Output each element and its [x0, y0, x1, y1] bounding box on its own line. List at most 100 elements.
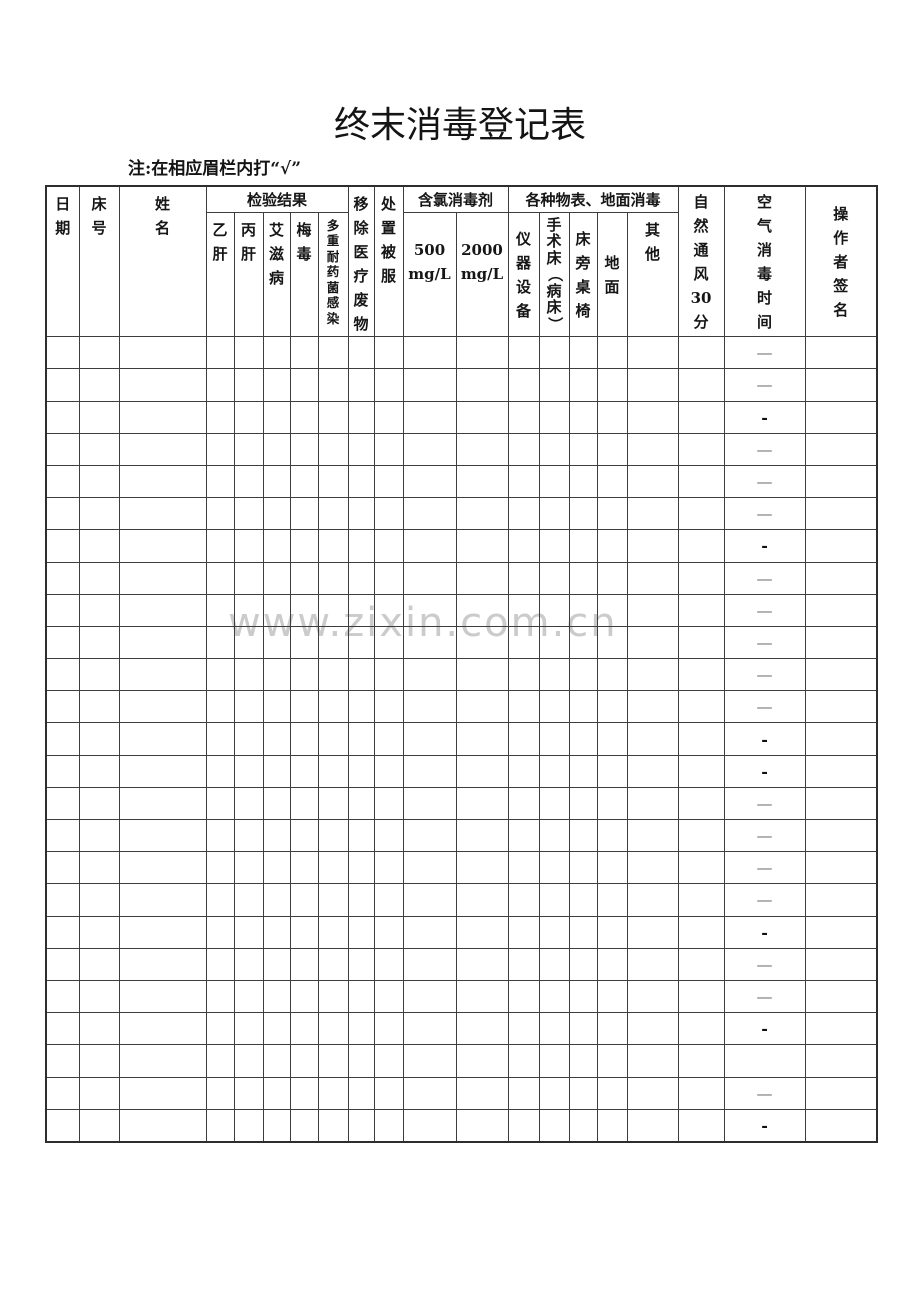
empty-cell	[596, 754, 628, 788]
empty-cell	[45, 625, 80, 660]
empty-cell	[402, 400, 457, 434]
header-row-groups: 日期 床号 姓名 检验结果 移除医疗废物 处置被服 含氯消毒剂 各种物表、地面消…	[45, 185, 878, 338]
table-row: -	[45, 722, 878, 756]
empty-cell	[78, 658, 120, 692]
empty-cell	[596, 786, 628, 821]
empty-cell	[78, 1044, 120, 1078]
col-header-bed-no: 床号	[78, 185, 120, 338]
empty-cell	[45, 690, 80, 724]
empty-cell	[677, 497, 725, 531]
empty-cell	[289, 1108, 319, 1143]
empty-cell	[538, 400, 570, 434]
empty-cell	[373, 883, 404, 917]
empty-cell	[45, 1108, 80, 1143]
empty-cell	[205, 561, 235, 595]
empty-cell	[347, 1044, 375, 1078]
empty-cell	[538, 497, 570, 531]
empty-cell	[402, 497, 457, 531]
empty-cell	[677, 625, 725, 660]
empty-cell	[205, 818, 235, 853]
empty-cell	[626, 979, 679, 1014]
empty-cell	[568, 915, 598, 949]
empty-cell	[262, 818, 291, 853]
col-header-2000-mg-l: 2000 mg/L	[455, 211, 509, 338]
empty-cell	[262, 786, 291, 821]
empty-cell	[538, 625, 570, 660]
empty-cell	[568, 786, 598, 821]
empty-cell	[78, 336, 120, 370]
empty-cell	[78, 786, 120, 821]
empty-cell	[455, 593, 509, 627]
air-time-cell: -	[723, 754, 806, 788]
empty-cell	[317, 851, 349, 885]
empty-cell	[538, 915, 570, 949]
empty-cell	[289, 979, 319, 1014]
air-time-cell: —	[723, 497, 806, 531]
empty-cell	[45, 786, 80, 821]
empty-cell	[373, 915, 404, 949]
empty-cell	[317, 754, 349, 788]
empty-cell	[402, 658, 457, 692]
empty-cell	[538, 1076, 570, 1110]
empty-cell	[677, 690, 725, 724]
empty-cell	[233, 625, 264, 660]
empty-cell	[118, 947, 207, 981]
table-row: —	[45, 593, 878, 627]
empty-cell	[118, 915, 207, 949]
empty-cell	[507, 786, 540, 821]
col-header-500-mg-l: 500 mg/L	[402, 211, 457, 338]
col-header-air-disinfection-time: 空气消毒时间	[723, 185, 806, 338]
empty-cell	[677, 1076, 725, 1110]
empty-cell	[804, 464, 878, 499]
table-row: —	[45, 658, 878, 692]
empty-cell	[78, 529, 120, 563]
empty-cell	[626, 497, 679, 531]
empty-cell	[455, 561, 509, 595]
air-time-cell: -	[723, 400, 806, 434]
empty-cell	[233, 947, 264, 981]
empty-cell	[205, 464, 235, 499]
empty-cell	[78, 593, 120, 627]
empty-cell	[118, 1108, 207, 1143]
empty-cell	[78, 464, 120, 499]
air-time-cell: —	[723, 658, 806, 692]
empty-cell	[402, 432, 457, 466]
empty-cell	[568, 1044, 598, 1078]
empty-cell	[317, 1076, 349, 1110]
empty-cell	[118, 1012, 207, 1046]
empty-cell	[317, 1108, 349, 1143]
empty-cell	[373, 851, 404, 885]
empty-cell	[596, 1012, 628, 1046]
empty-cell	[45, 1012, 80, 1046]
empty-cell	[538, 561, 570, 595]
empty-cell	[262, 658, 291, 692]
empty-cell	[568, 883, 598, 917]
empty-cell	[118, 722, 207, 756]
empty-cell	[78, 947, 120, 981]
empty-cell	[347, 561, 375, 595]
empty-cell	[317, 529, 349, 563]
dash-mark: —	[756, 665, 773, 685]
empty-cell	[233, 851, 264, 885]
empty-cell	[568, 593, 598, 627]
empty-cell	[317, 593, 349, 627]
empty-cell	[205, 915, 235, 949]
empty-cell	[118, 432, 207, 466]
air-time-cell: —	[723, 593, 806, 627]
empty-cell	[233, 722, 264, 756]
empty-cell	[45, 400, 80, 434]
empty-cell	[45, 1076, 80, 1110]
empty-cell	[233, 754, 264, 788]
empty-cell	[317, 336, 349, 370]
empty-cell	[626, 1044, 679, 1078]
empty-cell	[402, 818, 457, 853]
empty-cell	[78, 1076, 120, 1110]
empty-cell	[538, 432, 570, 466]
empty-cell	[45, 497, 80, 531]
empty-cell	[317, 947, 349, 981]
empty-cell	[78, 561, 120, 595]
empty-cell	[233, 432, 264, 466]
empty-cell	[455, 786, 509, 821]
dash-mark: -	[761, 761, 768, 781]
empty-cell	[78, 1012, 120, 1046]
